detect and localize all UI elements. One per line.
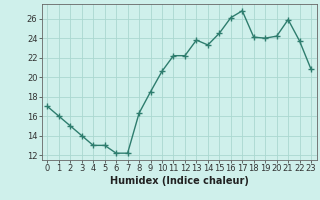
X-axis label: Humidex (Indice chaleur): Humidex (Indice chaleur) <box>110 176 249 186</box>
